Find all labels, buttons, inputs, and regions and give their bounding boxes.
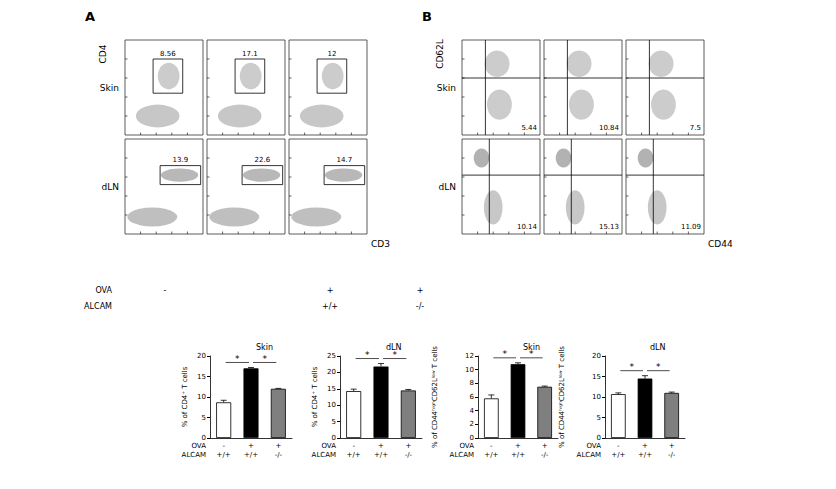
svg-text:-/-: -/-: [275, 451, 283, 459]
svg-text:-/-: -/-: [416, 302, 425, 311]
svg-text:% of CD4⁺ T cells: % of CD4⁺ T cells: [311, 366, 319, 427]
svg-text:+: +: [378, 442, 384, 450]
svg-text:14.7: 14.7: [337, 156, 353, 164]
svg-text:% of CD44ʰⁱᵍʰCD62Lˡᵒʷ T cells: % of CD44ʰⁱᵍʰCD62Lˡᵒʷ T cells: [558, 346, 566, 448]
svg-text:5: 5: [597, 414, 601, 422]
svg-text:dLN: dLN: [102, 182, 119, 192]
svg-text:13.9: 13.9: [173, 156, 189, 164]
svg-text:0: 0: [202, 434, 206, 442]
svg-text:OVA: OVA: [191, 442, 206, 450]
svg-text:-: -: [222, 442, 225, 450]
svg-text:+/+: +/+: [322, 302, 338, 311]
svg-text:-: -: [617, 442, 620, 450]
svg-text:% of CD4⁺ T cells: % of CD4⁺ T cells: [181, 366, 189, 427]
svg-text:-: -: [352, 442, 355, 450]
svg-text:5.44: 5.44: [521, 124, 537, 132]
svg-text:+: +: [417, 286, 424, 295]
svg-text:-/-: -/-: [668, 451, 676, 459]
svg-text:+/+: +/+: [374, 451, 388, 459]
svg-text:+: +: [669, 442, 675, 450]
svg-text:10: 10: [197, 393, 206, 401]
svg-text:B: B: [422, 9, 432, 24]
svg-text:20: 20: [592, 352, 601, 360]
svg-text:CD62L: CD62L: [435, 39, 445, 69]
svg-text:+: +: [248, 442, 254, 450]
svg-text:Skin: Skin: [100, 83, 119, 93]
svg-text:10.14: 10.14: [517, 223, 538, 231]
svg-text:20: 20: [327, 368, 336, 376]
svg-text:Skin: Skin: [523, 343, 540, 352]
svg-text:+/+: +/+: [347, 451, 361, 459]
svg-text:2: 2: [470, 420, 474, 428]
svg-text:dLN: dLN: [386, 343, 402, 352]
svg-text:17.1: 17.1: [242, 50, 258, 58]
svg-text:OVA: OVA: [586, 442, 601, 450]
svg-text:ALCAM: ALCAM: [450, 451, 474, 459]
svg-text:15: 15: [592, 373, 601, 381]
svg-text:22.6: 22.6: [255, 156, 271, 164]
svg-text:ALCAM: ALCAM: [182, 451, 206, 459]
svg-text:25: 25: [327, 352, 336, 360]
svg-text:+/+: +/+: [244, 451, 258, 459]
svg-text:*: *: [502, 349, 507, 359]
svg-text:15: 15: [327, 385, 336, 393]
svg-text:6: 6: [470, 393, 475, 401]
svg-text:*: *: [392, 350, 397, 360]
svg-text:+: +: [542, 442, 548, 450]
svg-text:*: *: [629, 362, 634, 372]
svg-text:15: 15: [197, 373, 206, 381]
svg-text:+/+: +/+: [511, 451, 525, 459]
svg-text:+: +: [405, 442, 411, 450]
svg-text:10.84: 10.84: [599, 124, 620, 132]
svg-text:dLN: dLN: [650, 343, 666, 352]
svg-text:-: -: [490, 442, 493, 450]
svg-text:A: A: [85, 9, 95, 24]
svg-text:10: 10: [592, 393, 601, 401]
svg-text:8: 8: [470, 379, 474, 387]
svg-text:4: 4: [470, 407, 475, 415]
svg-text:OVA: OVA: [95, 286, 112, 295]
svg-text:*: *: [656, 362, 661, 372]
svg-text:12: 12: [465, 352, 474, 360]
svg-text:10: 10: [465, 366, 474, 374]
svg-text:0: 0: [597, 434, 601, 442]
svg-text:7.5: 7.5: [690, 124, 701, 132]
svg-text:ALCAM: ALCAM: [577, 451, 601, 459]
svg-text:+: +: [642, 442, 648, 450]
svg-text:20: 20: [197, 352, 206, 360]
svg-text:CD44: CD44: [708, 239, 733, 249]
svg-text:+/+: +/+: [638, 451, 652, 459]
svg-text:12: 12: [327, 50, 336, 58]
svg-text:-/-: -/-: [405, 451, 413, 459]
svg-text:-: -: [164, 286, 167, 295]
svg-text:11.09: 11.09: [681, 223, 701, 231]
svg-text:-/-: -/-: [541, 451, 549, 459]
svg-text:8.56: 8.56: [160, 50, 176, 58]
svg-text:15.13: 15.13: [599, 223, 619, 231]
svg-text:+/+: +/+: [484, 451, 498, 459]
svg-text:0: 0: [332, 434, 336, 442]
svg-text:+/+: +/+: [611, 451, 625, 459]
svg-text:0: 0: [470, 434, 474, 442]
svg-text:+: +: [327, 286, 334, 295]
svg-text:Skin: Skin: [437, 83, 456, 93]
svg-text:+: +: [275, 442, 281, 450]
svg-text:+: +: [515, 442, 521, 450]
svg-text:10: 10: [327, 401, 336, 409]
svg-text:*: *: [365, 350, 370, 360]
svg-text:OVA: OVA: [321, 442, 336, 450]
svg-text:*: *: [262, 354, 267, 364]
svg-text:ALCAM: ALCAM: [312, 451, 336, 459]
svg-text:CD4: CD4: [98, 44, 108, 63]
svg-text:*: *: [235, 354, 240, 364]
svg-text:% of CD44ʰⁱᵍʰCD62Lˡᵒʷ T cells: % of CD44ʰⁱᵍʰCD62Lˡᵒʷ T cells: [431, 346, 439, 448]
svg-text:+/+: +/+: [217, 451, 231, 459]
svg-text:dLN: dLN: [439, 182, 456, 192]
svg-text:OVA: OVA: [459, 442, 474, 450]
svg-text:Skin: Skin: [256, 343, 273, 352]
svg-text:5: 5: [202, 414, 206, 422]
svg-text:ALCAM: ALCAM: [84, 302, 112, 311]
svg-text:CD3: CD3: [371, 239, 390, 249]
svg-text:5: 5: [332, 418, 336, 426]
